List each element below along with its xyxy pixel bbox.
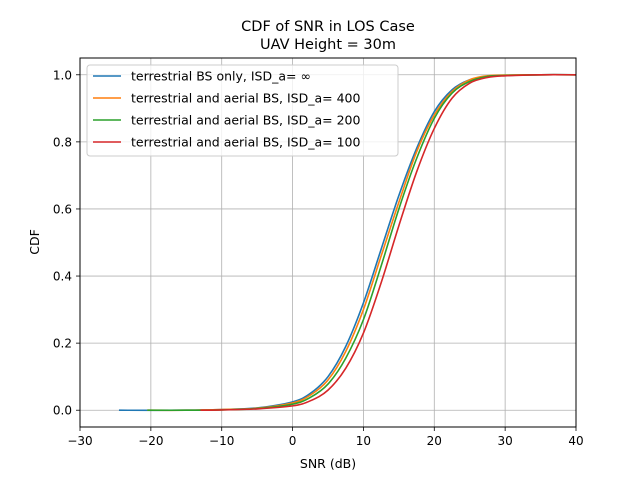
x-tick-label: 10 — [356, 434, 371, 448]
y-tick-label: 0.8 — [53, 135, 72, 149]
plot-frame — [79, 57, 577, 428]
series-line-4 — [200, 73, 577, 412]
chart-title: CDF of SNR in LOS Case — [241, 19, 415, 35]
x-tick-label: −20 — [138, 434, 163, 448]
y-axis-label: CDF — [27, 229, 42, 255]
x-tick-label: 20 — [427, 434, 442, 448]
legend-label-3: terrestrial and aerial BS, ISD_a= 200 — [131, 113, 361, 128]
legend-label-4: terrestrial and aerial BS, ISD_a= 100 — [131, 135, 361, 150]
y-tick-label: 0.4 — [53, 270, 72, 284]
legend-box — [86, 64, 399, 157]
x-tick-label: 40 — [568, 434, 583, 448]
series-lines — [118, 73, 577, 412]
x-axis-label: SNR (dB) — [300, 456, 356, 471]
x-tick-label: −30 — [67, 434, 92, 448]
y-tick-label: 1.0 — [53, 68, 72, 82]
chart-subtitle: UAV Height = 30m — [260, 37, 396, 53]
x-tick-label: −10 — [209, 434, 234, 448]
x-tick-label: 0 — [289, 434, 297, 448]
y-tick-label: 0.2 — [53, 337, 72, 351]
y-tick-label: 0.0 — [53, 404, 72, 418]
legend: terrestrial BS only, ISD_a= ∞ terrestrial… — [86, 64, 399, 157]
legend-label-2: terrestrial and aerial BS, ISD_a= 400 — [131, 91, 361, 106]
axis-ticks: −30 −20 −10 0 10 20 30 40 0.0 0.2 0.4 0.6 0.8 1.0 — [53, 68, 584, 448]
y-tick-label: 0.6 — [53, 202, 72, 216]
x-tick-label: 30 — [498, 434, 513, 448]
legend-label-1: terrestrial BS only, ISD_a= ∞ — [131, 69, 311, 84]
